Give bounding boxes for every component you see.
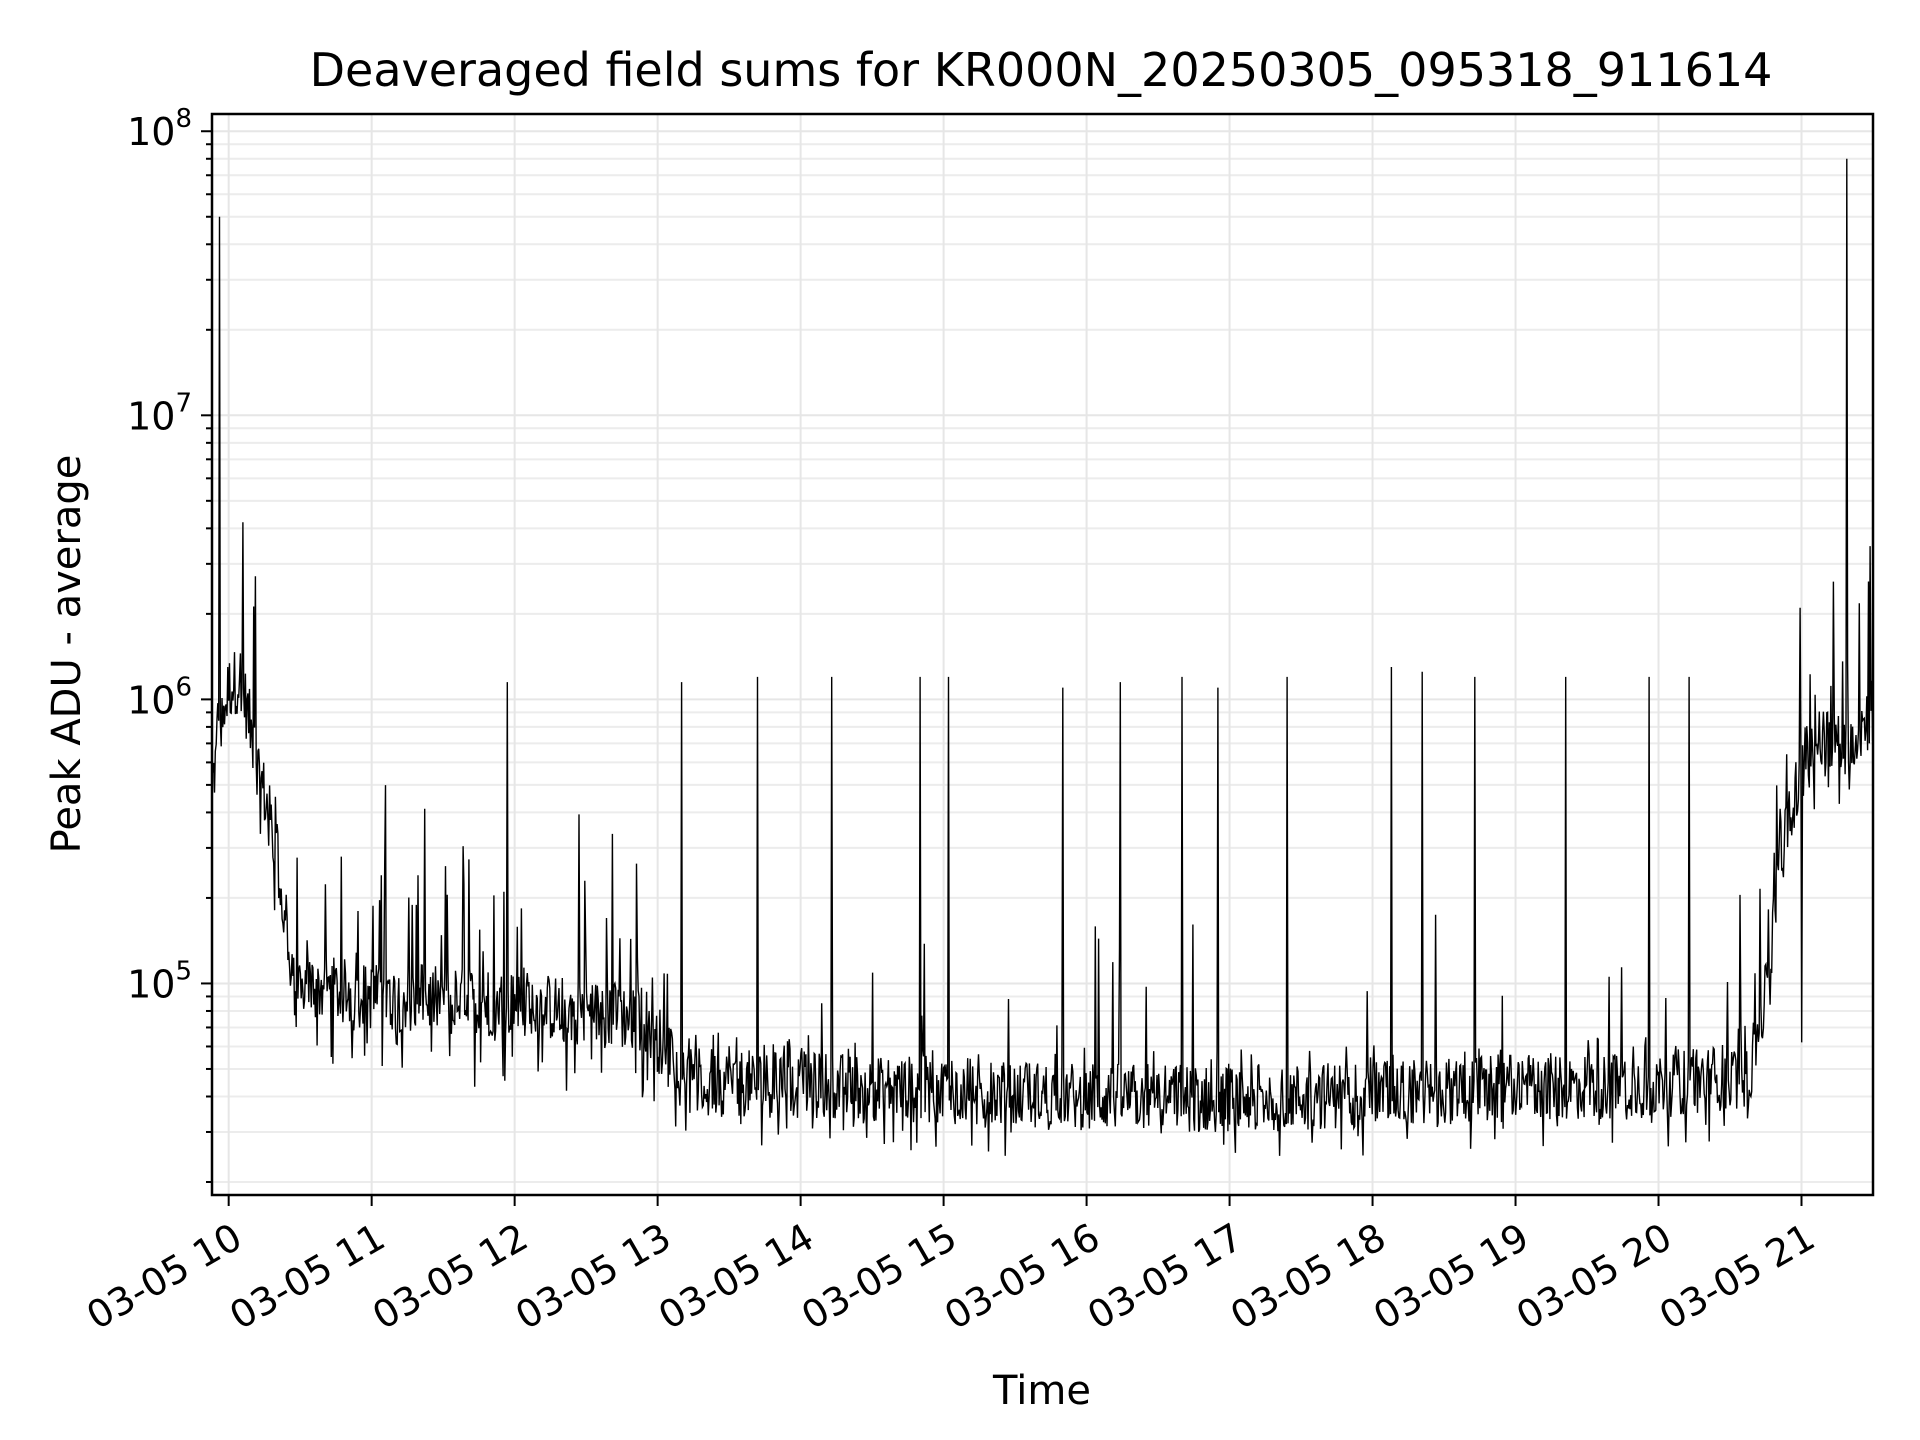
y-tick-label: 107: [127, 388, 192, 438]
plot-frame: [210, 112, 1875, 1197]
y-tick-label: 106: [127, 672, 192, 722]
series-line: [211, 158, 1874, 1156]
axis-ticks: [201, 130, 1803, 1206]
chart-title: Deaveraged field sums for KR000N_2025030…: [310, 43, 1773, 97]
grid: [212, 114, 1873, 1195]
y-tick-label: 108: [127, 104, 192, 154]
y-tick-labels: 105 106 107 108: [127, 104, 192, 1006]
x-axis-label: Time: [992, 1368, 1091, 1414]
series-polyline: [211, 158, 1874, 1156]
y-axis-label: Peak ADU - average: [44, 455, 90, 854]
y-tick-label: 105: [127, 956, 192, 1006]
